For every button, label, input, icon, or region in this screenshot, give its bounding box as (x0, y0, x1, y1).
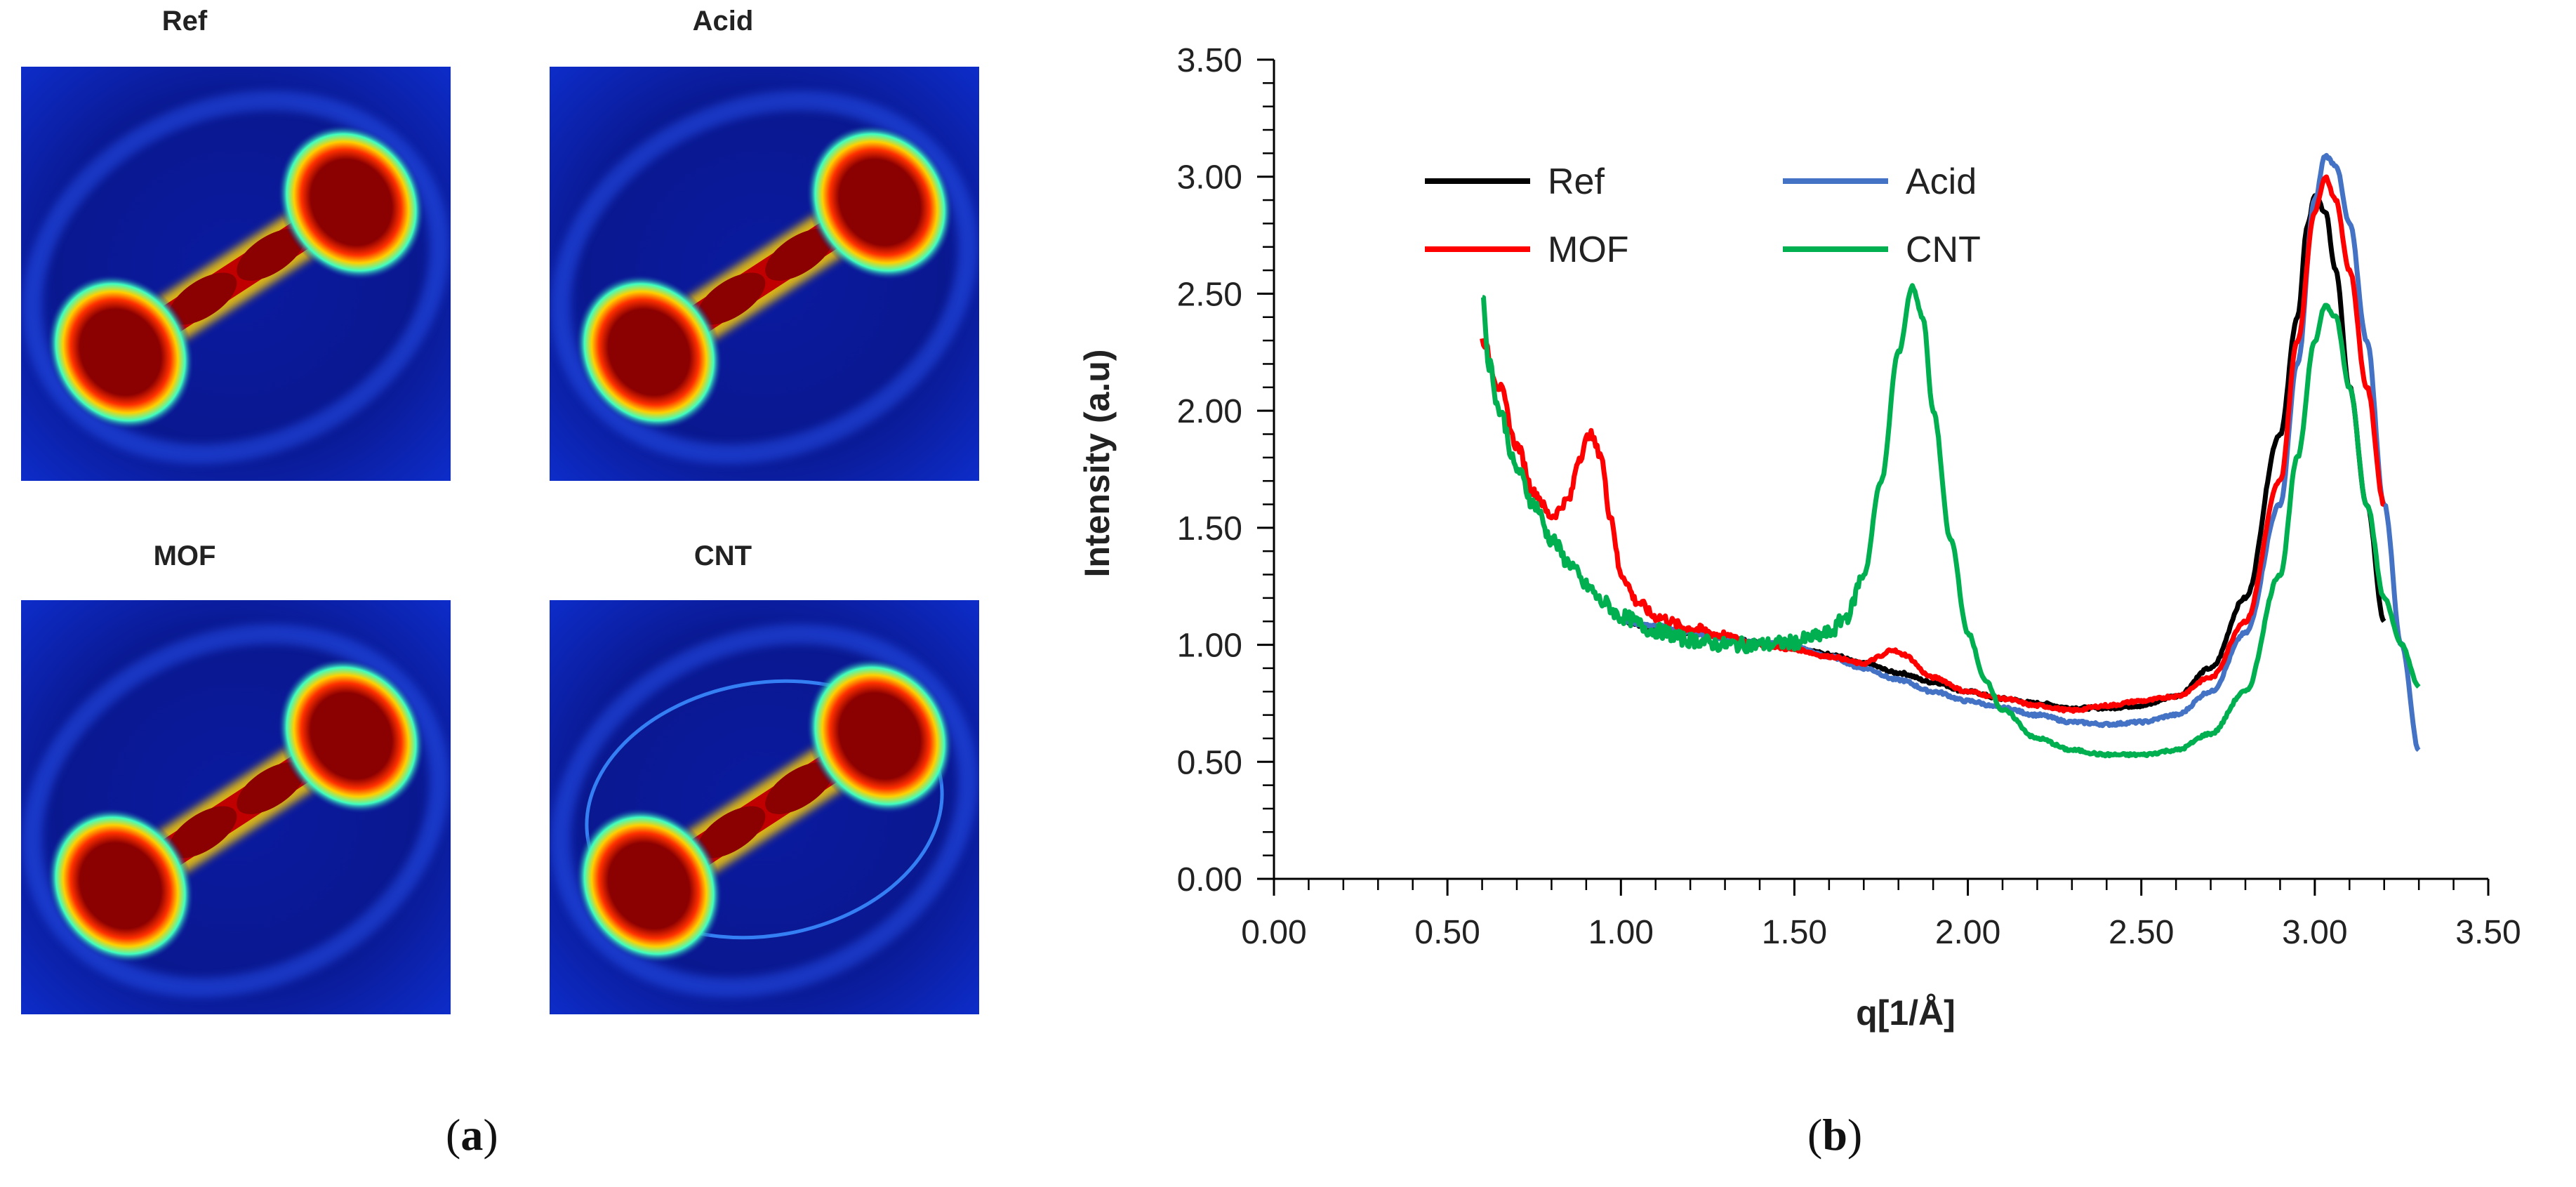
y-tick-label: 3.50 (1177, 42, 1242, 79)
y-tick-label: 1.00 (1177, 628, 1242, 665)
y-tick-label: 1.50 (1177, 510, 1242, 548)
series-line-cnt (1481, 283, 2421, 759)
line-chart: 0.00 0.50 1.00 1.50 2.00 2.50 3.00 3.50 0.00 0.50… (1081, 42, 2521, 1033)
x-tick-label: 3.00 (2282, 914, 2347, 951)
y-tick-label: 3.00 (1177, 159, 1242, 197)
x-tick-label: 2.00 (1935, 914, 2000, 951)
pattern-image-acid (550, 67, 979, 481)
series-line-mof (1480, 174, 2386, 714)
y-tick-label: 0.50 (1177, 744, 1242, 781)
x-tick-label: 0.00 (1241, 914, 1306, 951)
panel-label-b: (b) (1807, 1110, 1863, 1160)
series-line-ref (1619, 193, 2386, 712)
y-tick-label: 0.00 (1177, 861, 1242, 898)
x-tick-label: 2.50 (2109, 914, 2174, 951)
pattern-image-cnt (550, 600, 979, 1014)
legend-label-ref: Ref (1548, 161, 1605, 202)
panel-label-a: (a) (446, 1110, 498, 1160)
pattern-title-ref: Ref (161, 6, 208, 37)
legend-label-cnt: CNT (1906, 230, 1981, 270)
x-tick-label: 3.50 (2455, 914, 2521, 951)
x-tick-label: 0.50 (1414, 914, 1480, 951)
pattern-title-cnt: CNT (693, 541, 752, 571)
x-tick-label: 1.50 (1762, 914, 1827, 951)
y-tick-label: 2.50 (1177, 276, 1242, 313)
y-tick-label: 2.00 (1177, 393, 1242, 430)
legend-label-acid: Acid (1906, 161, 1977, 202)
x-axis-label: q[1/Å] (1856, 993, 1956, 1033)
pattern-image-mof (21, 600, 451, 1014)
pattern-title-acid: Acid (692, 6, 754, 37)
pattern-title-mof: MOF (153, 541, 216, 571)
legend-label-mof: MOF (1548, 230, 1629, 270)
x-tick-label: 1.00 (1588, 914, 1654, 951)
y-axis-label: Intensity (a.u) (1081, 349, 1117, 577)
pattern-image-ref (21, 67, 451, 481)
